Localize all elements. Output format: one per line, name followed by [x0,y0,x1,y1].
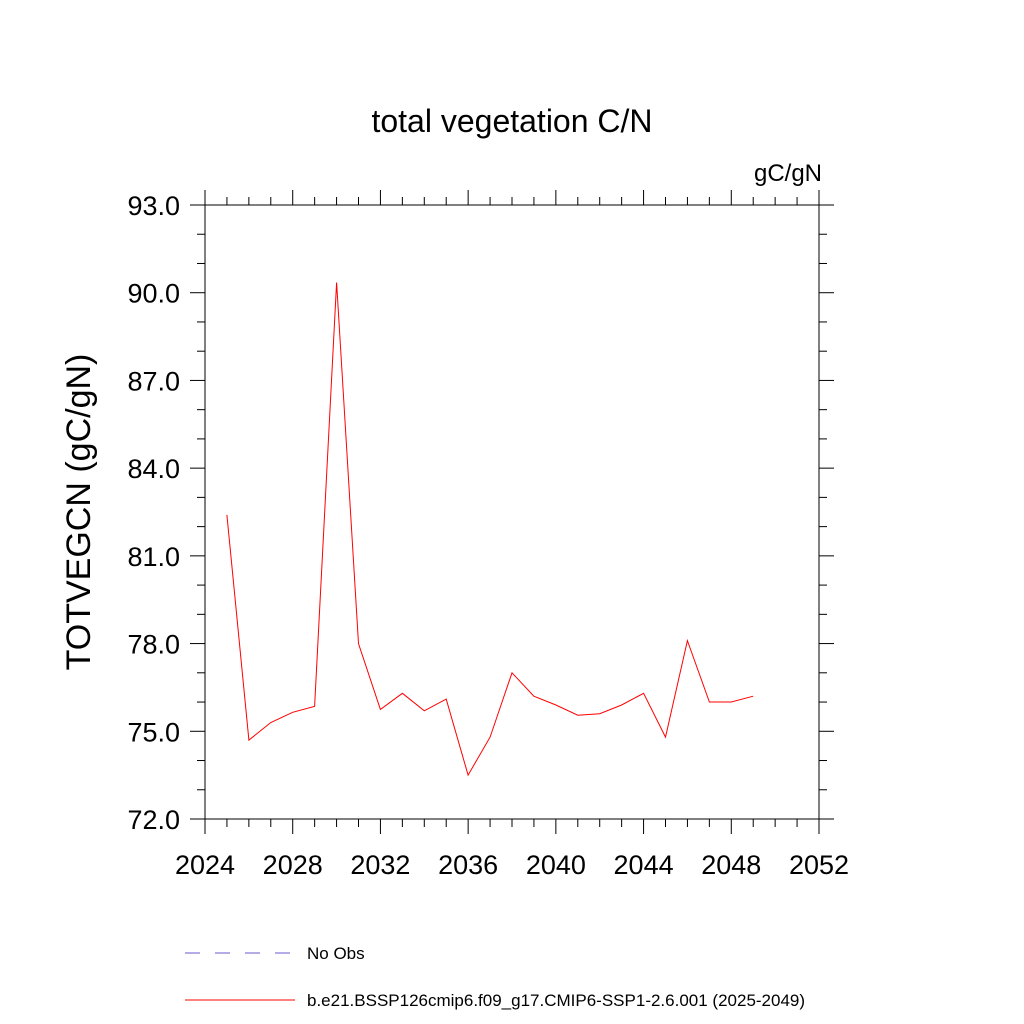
series-layer [226,282,754,777]
x-tick-label: 2048 [701,850,761,880]
series-line [226,282,754,777]
y-tick-label: 87.0 [127,366,180,396]
x-tick-label: 2032 [350,850,410,880]
x-tick-label: 2052 [789,850,849,880]
y-tick-label: 75.0 [127,717,180,747]
y-tick-label: 72.0 [127,805,180,835]
x-tick-label: 2024 [175,850,235,880]
plot-frame [204,204,820,820]
y-tick-label: 78.0 [127,630,180,660]
ticks-layer: 2024 2028 2032 2036 2040 2044 2048 2052 72.0 75.0… [127,190,849,880]
legend-label: b.e21.BSSP126cmip6.f09_g17.CMIP6-SSP1-2.… [307,991,805,1010]
units-label: gC/gN [754,160,822,187]
y-tick-label: 84.0 [127,454,180,484]
y-tick-label: 93.0 [127,191,180,221]
y-tick-label: 90.0 [127,279,180,309]
chart-title: total vegetation C/N [371,103,652,139]
y-tick-label: 81.0 [127,542,180,572]
x-tick-label: 2044 [614,850,674,880]
x-tick-label: 2036 [438,850,498,880]
legend: No Obs b.e21.BSSP126cmip6.f09_g17.CMIP6-S… [185,944,805,1010]
x-tick-label: 2028 [263,850,323,880]
x-tick-label: 2040 [526,850,586,880]
y-axis-label: TOTVEGCN (gC/gN) [60,354,98,671]
legend-label: No Obs [307,944,365,963]
